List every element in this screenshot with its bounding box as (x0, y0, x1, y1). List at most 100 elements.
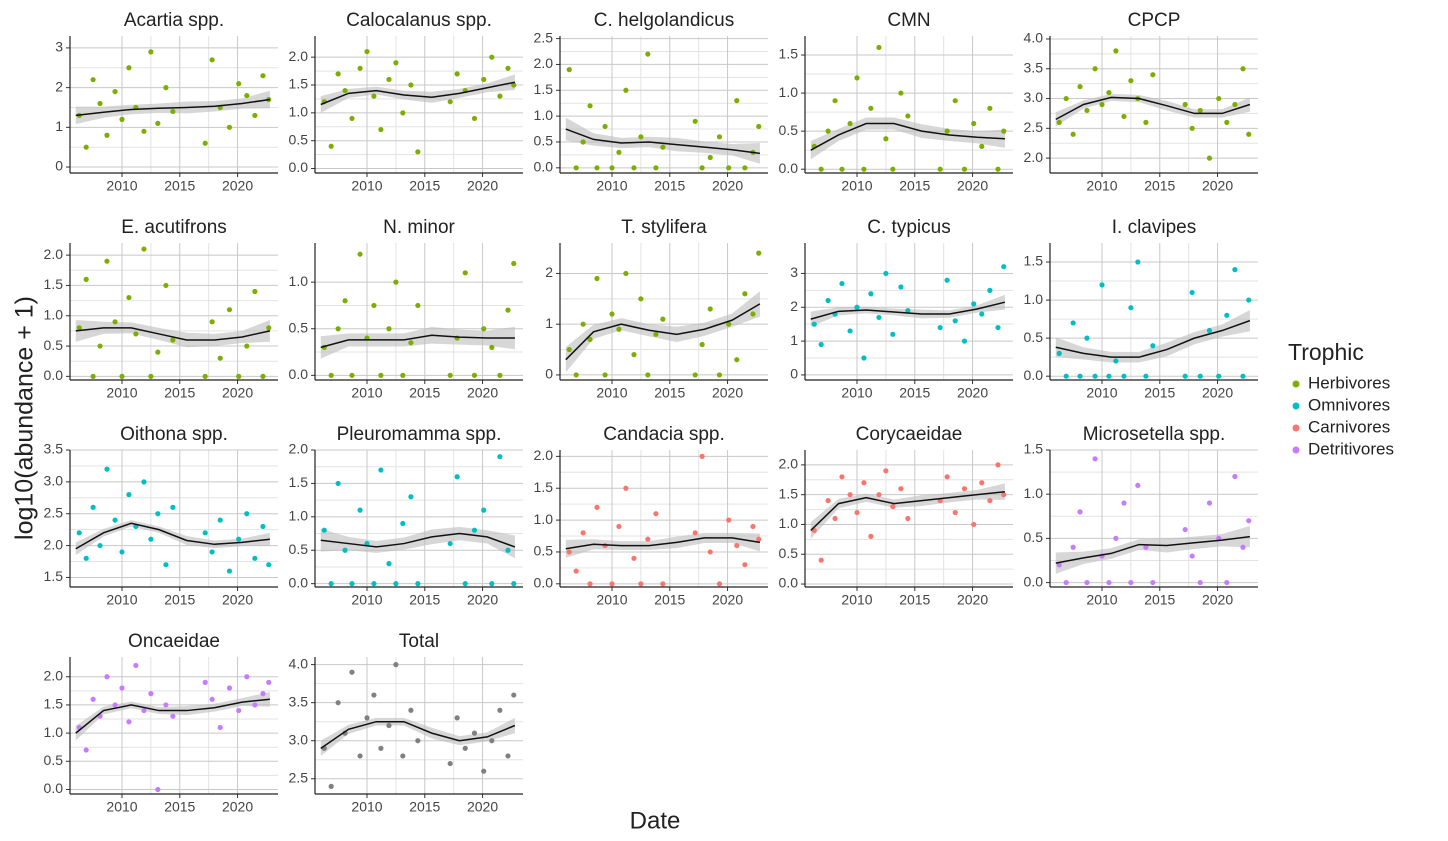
x-tick-label: 2020 (957, 385, 988, 401)
data-point (623, 485, 629, 491)
data-point (364, 715, 370, 721)
y-tick-label: 1.5 (1024, 253, 1044, 269)
x-tick-label: 2010 (106, 592, 137, 608)
x-tick-label: 2020 (957, 178, 988, 194)
x-tick-label: 2010 (596, 178, 627, 194)
data-point (497, 454, 503, 460)
data-point (497, 372, 503, 378)
data-point (594, 165, 600, 171)
y-tick-label: 3 (790, 264, 798, 280)
data-point (573, 372, 579, 378)
data-point (1128, 579, 1134, 586)
data-point (83, 555, 89, 561)
data-point (861, 480, 867, 486)
data-point (653, 511, 659, 517)
data-point (961, 486, 968, 492)
y-tick-label: 3.0 (1024, 89, 1044, 105)
x-tick-label: 2015 (654, 592, 685, 608)
data-point (952, 98, 958, 104)
x-tick-label: 2020 (222, 385, 253, 401)
data-point (1232, 473, 1238, 480)
data-point (447, 540, 453, 547)
data-point (825, 128, 831, 134)
data-point (890, 331, 896, 337)
data-point (415, 581, 421, 587)
panel: Oithona spp. 1.5 2.0 2.5 3.0 3.5 2010 2015 2020 (44, 424, 278, 608)
data-point (699, 341, 705, 348)
y-tick-label: 1.5 (44, 696, 64, 712)
x-tick-label: 2010 (841, 178, 872, 194)
y-tick-label: 0.0 (779, 160, 799, 176)
data-point (952, 509, 958, 516)
panel-title: C. typicus (867, 217, 950, 238)
data-point (126, 492, 132, 498)
data-point (163, 702, 169, 708)
data-point (400, 110, 406, 116)
data-point (141, 246, 147, 252)
x-tick-label: 2020 (467, 178, 498, 194)
y-tick-label: 1.0 (779, 84, 799, 100)
panel: Pleuromamma spp. 0.0 0.5 1.0 1.5 2.0 2010 2015 2… (289, 424, 523, 608)
data-point (692, 372, 698, 378)
x-tick-label: 2010 (596, 592, 627, 608)
x-tick-label: 2020 (712, 592, 743, 608)
data-point (631, 165, 637, 171)
data-point (170, 713, 176, 719)
data-point (378, 745, 384, 751)
x-tick-label: 2015 (1144, 178, 1175, 194)
data-point (961, 166, 968, 172)
data-point (818, 341, 824, 348)
data-point (119, 549, 125, 555)
data-point (454, 715, 460, 721)
panel-title: CMN (887, 10, 930, 31)
confidence-band (320, 74, 515, 113)
data-point (1063, 373, 1069, 379)
data-point (1206, 500, 1213, 506)
smooth-line (75, 98, 271, 117)
data-point (386, 722, 392, 729)
x-axis-title: Date (630, 807, 681, 834)
data-point (155, 511, 161, 517)
y-tick-label: 1.0 (1024, 291, 1044, 307)
data-point (1206, 155, 1213, 161)
panel: Microsetella spp. 0.0 0.5 1.0 1.5 2010 2015 202… (1024, 424, 1258, 608)
data-point (104, 132, 110, 138)
y-tick-label: 0.0 (289, 159, 309, 175)
data-point (1182, 526, 1188, 533)
data-point (587, 581, 593, 587)
data-point (170, 504, 176, 510)
y-tick-label: 1.0 (289, 508, 309, 524)
x-tick-label: 2015 (654, 385, 685, 401)
y-tick-label: 0.0 (779, 575, 799, 591)
data-point (898, 284, 904, 290)
y-tick-label: 2.5 (289, 769, 309, 785)
data-point (202, 373, 208, 379)
data-point (471, 115, 478, 122)
data-point (952, 318, 958, 324)
data-point (1106, 89, 1112, 96)
data-point (883, 270, 889, 277)
data-point (566, 346, 572, 353)
y-tick-label: 0.5 (534, 133, 554, 149)
data-point (979, 311, 985, 317)
data-point (861, 355, 867, 361)
data-point (209, 57, 215, 63)
y-tick-label: 0.5 (1024, 529, 1044, 545)
data-point (1121, 373, 1127, 379)
data-point (497, 707, 503, 713)
data-point (217, 355, 223, 361)
data-point (653, 331, 659, 337)
y-tick-label: 1.5 (534, 81, 554, 97)
panel: Acartia spp. 0 1 2 3 2010 2015 2020 (55, 10, 278, 194)
data-point (1240, 544, 1246, 550)
data-point (587, 103, 593, 109)
y-tick-label: 2.0 (44, 667, 64, 683)
data-point (944, 277, 950, 283)
data-point (707, 154, 713, 161)
data-point (609, 311, 615, 317)
data-point (638, 581, 644, 587)
data-point (90, 504, 96, 510)
data-point (447, 760, 453, 767)
data-point (209, 549, 215, 555)
data-point (1246, 297, 1252, 303)
